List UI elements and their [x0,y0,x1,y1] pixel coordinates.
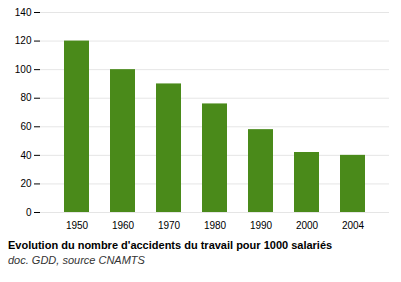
svg-text:1980: 1980 [204,220,227,231]
svg-text:60: 60 [20,121,32,132]
svg-text:2004: 2004 [342,220,365,231]
svg-text:140: 140 [15,7,32,18]
svg-text:1950: 1950 [66,220,89,231]
svg-text:1960: 1960 [112,220,135,231]
svg-text:120: 120 [15,35,32,46]
svg-text:1970: 1970 [158,220,181,231]
svg-text:100: 100 [15,64,32,75]
svg-text:40: 40 [20,150,32,161]
html-text:Evolution du nombre d'accident: Evolution du nombre d'accidents du trava… [8,239,333,251]
html-text:doc. GDD, source CNAMTS: doc. GDD, source CNAMTS [8,254,145,266]
svg-text:80: 80 [20,92,32,103]
svg-text:1990: 1990 [250,220,273,231]
svg-text:2000: 2000 [296,220,319,231]
svg-text:0: 0 [26,207,32,218]
svg-text:20: 20 [20,178,32,189]
